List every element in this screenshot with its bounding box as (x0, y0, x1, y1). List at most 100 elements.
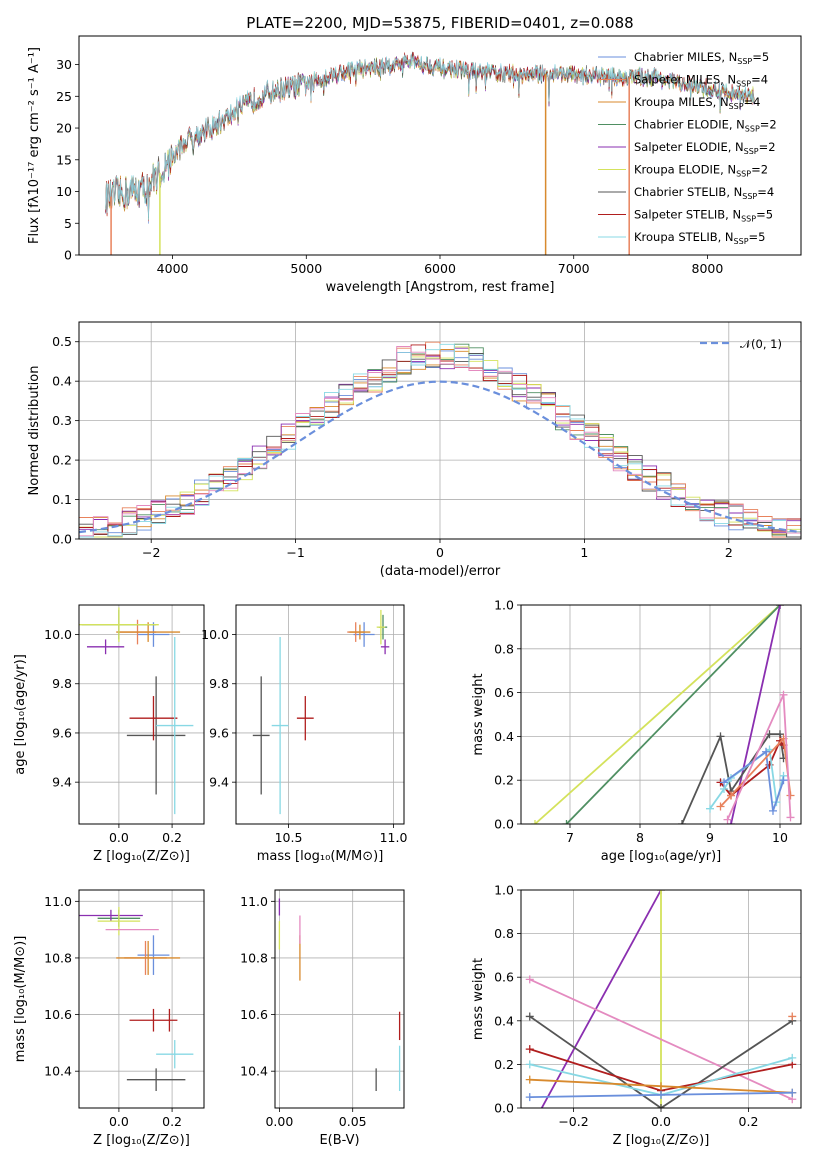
plot-area (79, 341, 801, 538)
plot-area (525, 890, 797, 1108)
y-tick-label: 10.4 (44, 1064, 72, 1079)
legend-label: Chabrier STELIB, NSSP=4 (634, 185, 774, 201)
x-axis-label: wavelength [Angstrom, rest frame] (326, 280, 555, 295)
series-marker (776, 605, 784, 609)
axes-frame (235, 604, 405, 825)
x-tick-label: 9 (706, 830, 714, 845)
y-tick-label: 0.0 (52, 532, 72, 547)
series-marker (531, 820, 539, 824)
plot-area (79, 906, 194, 1092)
x-tick-label: 7 (566, 830, 574, 845)
series-marker (788, 1012, 797, 1021)
series-line (681, 733, 785, 824)
x-tick-label: 6000 (424, 261, 456, 276)
series-marker (727, 820, 735, 824)
x-tick-label: 2 (725, 545, 733, 560)
y-tick-label: 30 (56, 57, 72, 72)
y-axis-label: mass weight (471, 958, 486, 1040)
series-marker (727, 791, 735, 800)
y-axis-label: mass [log₁₀(M/M⊙)] (13, 936, 28, 1063)
series-line (534, 605, 781, 824)
series-marker (716, 802, 725, 811)
mass-weight-vs-metallicity-panel: −0.2 0.0 0.2 0.0 0.2 0.4 0.6 0.8 1.0 Z [log₁₀(Z/Z… (471, 883, 802, 1148)
age-vs-mass-panel: 10.5 11.0 9.4 9.6 9.8 10.0 mass [log₁₀(M/M⊙)] (201, 604, 408, 864)
series-marker (769, 806, 777, 815)
series-marker (765, 730, 774, 739)
y-tick-label: 10 (56, 184, 72, 199)
y-tick-label: 0.0 (494, 1101, 514, 1116)
x-tick-label: −1 (286, 545, 304, 560)
series-marker (788, 1053, 797, 1062)
x-tick-label: 0.05 (339, 1114, 367, 1129)
x-tick-label: 4000 (157, 261, 189, 276)
y-axis-label: Normed distribution (27, 366, 42, 496)
series-line (529, 978, 793, 1101)
x-tick-label: 7000 (558, 261, 590, 276)
x-tick-label: 11.0 (380, 830, 408, 845)
x-tick-label: 0.0 (109, 1114, 129, 1129)
y-tick-label: 0.6 (494, 685, 514, 700)
y-tick-label: 0.2 (52, 453, 72, 468)
mass-vs-extinction-panel: 0.00 0.05 10.4 10.6 10.8 11.0 E(B-V) (240, 889, 405, 1148)
series-marker (525, 975, 534, 984)
y-tick-label: 10.0 (44, 627, 72, 642)
normal-curve (79, 380, 801, 534)
x-tick-label: 8 (636, 830, 644, 845)
series-marker (525, 1060, 534, 1069)
y-tick-label: 9.4 (52, 775, 72, 790)
axes-frame (274, 889, 405, 1109)
plot-area (531, 605, 795, 824)
y-tick-label: 10.8 (44, 950, 72, 965)
y-tick-label: 1.0 (494, 883, 514, 898)
series-marker (678, 820, 686, 824)
x-tick-label: −0.2 (558, 1114, 588, 1129)
x-tick-label: 5000 (290, 261, 322, 276)
series-marker (657, 1090, 665, 1099)
y-axis-label: mass weight (471, 673, 486, 755)
series-marker (786, 791, 795, 800)
y-axis-label: age [log₁₀(age/yr)] (13, 654, 28, 775)
y-tick-label: 1.0 (494, 598, 514, 613)
x-tick-label: 0.00 (265, 1114, 293, 1129)
y-tick-label: 0.6 (494, 970, 514, 985)
histogram-step (79, 344, 801, 535)
legend-label: Salpeter MILES, NSSP=4 (634, 73, 768, 89)
y-tick-label: 10.4 (240, 1064, 268, 1079)
y-axis-label: Flux [fλ10⁻¹⁷ erg cm⁻² s⁻¹ A⁻¹] (27, 47, 42, 244)
axes-frame (78, 889, 205, 1109)
histogram-step (79, 343, 801, 538)
y-tick-label: 0.2 (494, 1057, 514, 1072)
x-axis-label: mass [log₁₀(M/M⊙)] (257, 849, 384, 864)
spectrum-panel: 4000 5000 6000 7000 8000 0 5 10 15 20 25 30 waveleng… (27, 35, 802, 295)
legend-label: Chabrier ELODIE, NSSP=2 (634, 118, 777, 134)
x-tick-label: 10.5 (275, 830, 303, 845)
x-tick-label: 1 (580, 545, 588, 560)
series-marker (720, 778, 728, 787)
x-axis-label: Z [log₁₀(Z/Z⊙)] (93, 1133, 190, 1148)
series-marker (657, 1104, 665, 1108)
series-marker (525, 1012, 534, 1021)
series-marker (716, 732, 725, 741)
series-marker (788, 1088, 797, 1097)
y-tick-label: 0.8 (494, 641, 514, 656)
axes-frame (520, 889, 802, 1109)
axes-frame (78, 604, 205, 825)
x-tick-label: 0.2 (739, 1114, 759, 1129)
series-line (529, 1015, 793, 1108)
x-tick-label: 0 (436, 545, 444, 560)
series-marker (657, 1082, 665, 1091)
y-tick-label: 9.6 (209, 725, 229, 740)
age-vs-metallicity-panel: 0.0 0.2 9.4 9.6 9.8 10.0 Z [log₁₀(Z/Z⊙)] age [l… (13, 604, 205, 864)
y-tick-label: 0.8 (494, 926, 514, 941)
mass-vs-metallicity-panel: 0.0 0.2 10.4 10.6 10.8 11.0 Z [log₁₀(Z/Z⊙)] mas… (13, 889, 205, 1148)
legend: Chabrier MILES, NSSP=5 Salpeter MILES, NS… (598, 50, 777, 246)
plot-area (79, 607, 194, 815)
series-marker (525, 1093, 534, 1102)
series-marker (762, 747, 770, 756)
y-tick-label: 0.5 (52, 334, 72, 349)
y-tick-label: 0.0 (494, 817, 514, 832)
plot-area (278, 898, 401, 1092)
series-marker (525, 1045, 534, 1054)
y-tick-label: 10.8 (240, 950, 268, 965)
x-tick-label: 0.0 (109, 830, 129, 845)
